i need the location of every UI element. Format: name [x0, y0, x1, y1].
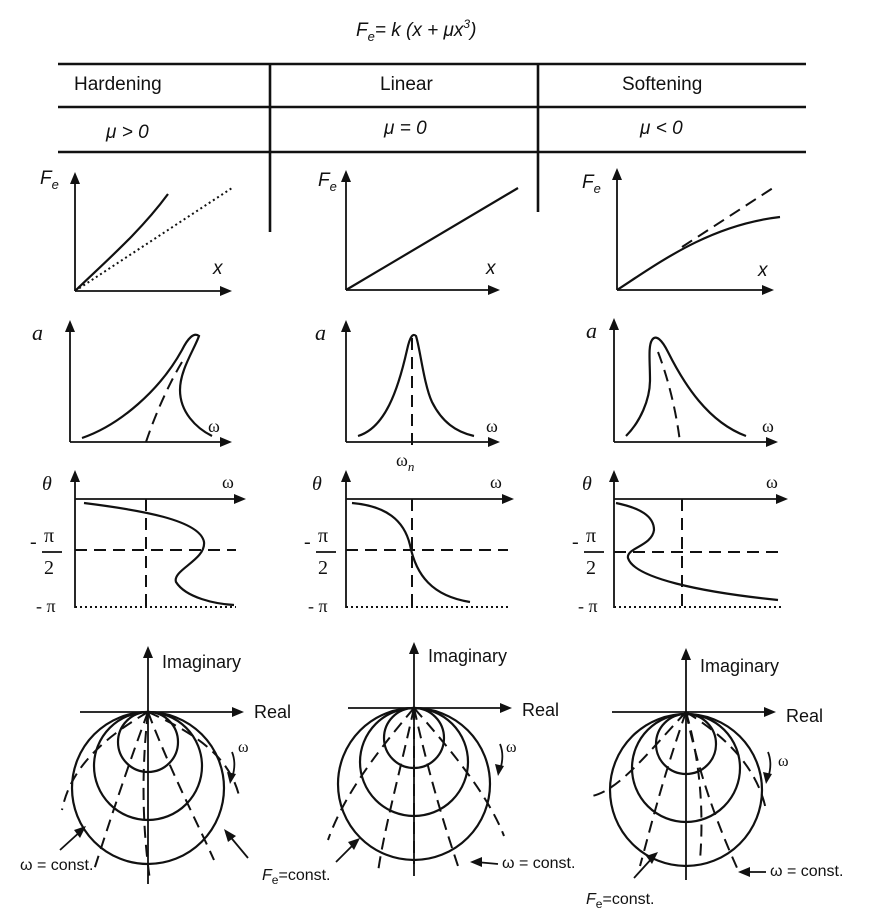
softening-amplitude-curve [625, 336, 747, 438]
theta-axis-label: θ [582, 473, 592, 495]
fe-const-label: F [586, 891, 597, 908]
minus-pi-label: - π [578, 596, 598, 616]
constant-omega-line [93, 711, 149, 871]
svg-text:2: 2 [586, 557, 596, 579]
svg-text:Fe: Fe [318, 170, 337, 194]
a-axis-label: a [586, 318, 597, 343]
omega-const-label: ω = const. [20, 857, 93, 874]
hardening-amplitude-curve [81, 333, 213, 440]
mu-condition-hardening: μ > 0 [105, 122, 149, 143]
real-axis-label: Real [254, 702, 291, 722]
fe-axis-label: F [318, 170, 331, 191]
phase-plot-hardening: θ ω - π 2 - π [30, 470, 246, 616]
linear-force-line [345, 187, 519, 291]
omega-axis-label: ω [766, 472, 778, 492]
omega-direction-label: ω [506, 739, 517, 756]
pi-label: π [44, 525, 54, 547]
svg-text:Fe= k (x + μx3): Fe= k (x + μx3) [356, 17, 476, 44]
hardening-force-curve [74, 193, 169, 292]
imaginary-axis-label: Imaginary [162, 652, 241, 672]
mu-condition-softening: μ < 0 [639, 118, 683, 139]
real-axis-label: Real [786, 706, 823, 726]
amplitude-plot-softening: a ω [586, 318, 778, 447]
omega-axis-label: ω [490, 472, 502, 492]
omega-const-label: ω = const. [502, 855, 575, 872]
formula-exponent: 3 [463, 17, 470, 31]
formula-lhs-sub: e [368, 29, 375, 44]
formula-close: ) [468, 20, 476, 41]
softening-unstable-branch [657, 351, 681, 443]
x-axis-label: x [212, 258, 224, 279]
constant-omega-line [413, 707, 505, 837]
omega-axis-label: ω [486, 416, 498, 436]
force-plot-softening: Fe x [582, 168, 781, 295]
amplitude-plot-hardening: a ω [32, 320, 232, 447]
omega-n-label: ωn [396, 450, 414, 474]
polar-plot-linear: Imaginary Real ω Fe=const. ω = const. [262, 642, 575, 887]
pi-label: π [318, 525, 328, 547]
pi-label: π [586, 525, 596, 547]
phase-plot-softening: θ ω - π 2 - π [572, 470, 788, 616]
hardening-phase-curve [83, 501, 235, 607]
linear-phase-curve [351, 501, 471, 604]
svg-text:2: 2 [44, 557, 54, 579]
omega-direction-label: ω [778, 753, 789, 770]
omega-axis-label: ω [222, 472, 234, 492]
constant-omega-line [591, 711, 687, 797]
omega-axis-label: ω [208, 416, 220, 436]
svg-text:Fe=const.: Fe=const. [586, 891, 655, 911]
hardening-unstable-branch [145, 361, 183, 443]
a-axis-label: a [315, 320, 326, 345]
minus-pi-label: - π [308, 596, 328, 616]
svg-text:Fe: Fe [582, 172, 601, 196]
omega-const-label: ω = const. [770, 863, 843, 880]
linear-reference-line [681, 185, 777, 248]
fe-const-label: F [262, 867, 273, 884]
svg-text:2: 2 [318, 557, 328, 579]
formula-rhs: = k (x + μx [375, 20, 465, 41]
svg-text:-: - [572, 531, 579, 553]
svg-text:-: - [30, 531, 37, 553]
constant-omega-line [327, 707, 415, 841]
svg-text:Fe: Fe [40, 168, 59, 192]
a-axis-label: a [32, 320, 43, 345]
formula-lhs: F [356, 20, 369, 41]
omega-axis-label: ω [762, 416, 774, 436]
theta-axis-label: θ [312, 473, 322, 495]
theta-axis-label: θ [42, 473, 52, 495]
minus-pi-label: - π [36, 596, 56, 616]
linear-resonance-curve [357, 333, 475, 438]
softening-force-curve [616, 215, 781, 291]
column-header-softening: Softening [622, 74, 702, 95]
force-plot-linear: Fe x [318, 170, 519, 295]
header-table: Hardening Linear Softening μ > 0 μ = 0 μ… [58, 62, 806, 232]
polar-plot-softening: Imaginary Real ω Fe=const. ω = const. [586, 648, 843, 911]
spring-force-formula: Fe= k (x + μx3) [356, 17, 476, 44]
constant-omega-line [639, 711, 687, 867]
x-axis-label: x [757, 260, 769, 281]
mu-condition-linear: μ = 0 [383, 118, 427, 139]
x-axis-label: x [485, 258, 497, 279]
force-plot-hardening: Fe x [40, 168, 233, 296]
svg-text:-: - [304, 531, 311, 553]
svg-text:Fe=const.: Fe=const. [262, 867, 331, 887]
imaginary-axis-label: Imaginary [428, 646, 507, 666]
imaginary-axis-label: Imaginary [700, 656, 779, 676]
fe-axis-label: F [40, 168, 53, 189]
phase-plot-linear: θ ω - π 2 - π [304, 470, 514, 616]
amplitude-plot-linear: a ω ωn [315, 320, 500, 474]
polar-plot-hardening: Imaginary Real ω ω = const. [20, 646, 291, 884]
column-header-hardening: Hardening [74, 74, 162, 95]
real-axis-label: Real [522, 700, 559, 720]
linear-reference-line [74, 187, 233, 292]
fe-axis-label: F [582, 172, 595, 193]
constant-omega-line [147, 711, 215, 861]
omega-direction-label: ω [238, 739, 249, 756]
softening-phase-curve [615, 501, 779, 602]
column-header-linear: Linear [380, 74, 433, 95]
